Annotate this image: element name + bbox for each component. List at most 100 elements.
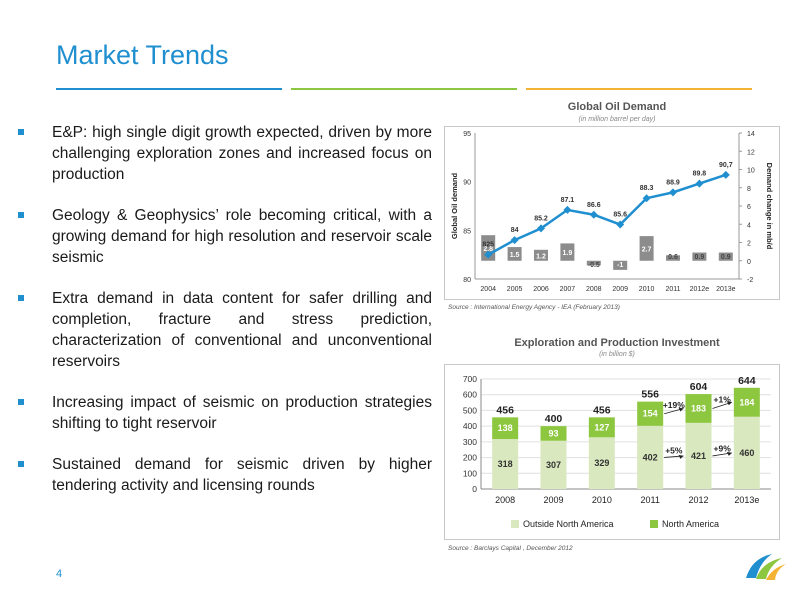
oil-demand-point xyxy=(616,220,625,229)
north-america-bar xyxy=(685,394,712,423)
north-america-bar xyxy=(588,417,615,438)
title-rule-green xyxy=(291,88,517,90)
demand-change-label: 1.9 xyxy=(563,250,573,257)
oil-demand-chart-subtitle: (in million barrel per day) xyxy=(578,116,656,123)
demand-change-bar xyxy=(666,255,680,261)
oil-demand-point xyxy=(537,224,545,233)
bullet-item: E&P: high single digit growth expected, … xyxy=(18,122,432,185)
x-tick-label: 2013e xyxy=(716,286,736,293)
bullet-square-icon xyxy=(18,399,24,405)
demand-change-bar xyxy=(639,236,654,261)
y2-tick-label: 8 xyxy=(747,186,751,193)
y-tick-label: 200 xyxy=(463,453,477,463)
y-tick-label: 300 xyxy=(463,437,477,447)
oil-demand-label: 825 xyxy=(482,242,494,249)
bullet-square-icon xyxy=(18,461,24,467)
total-value: 644 xyxy=(738,375,756,387)
oil-demand-chart-title: Global Oil Demand xyxy=(567,101,667,113)
demand-change-bar xyxy=(586,260,601,266)
y-tick-label: 0 xyxy=(472,484,477,494)
investment-chart-title: Exploration and Production Investment xyxy=(514,337,720,349)
north-america-value: 127 xyxy=(594,422,609,432)
outside-north-america-value: 329 xyxy=(594,458,609,468)
x-tick-label: 2010 xyxy=(639,286,655,293)
x-tick-label: 2007 xyxy=(560,286,576,293)
growth-annotation: +9% xyxy=(714,443,732,453)
north-america-value: 183 xyxy=(691,403,706,413)
demand-change-bar xyxy=(560,243,575,261)
total-value: 604 xyxy=(690,381,708,393)
demand-change-bar xyxy=(692,252,707,261)
x-tick-label: 2012 xyxy=(688,495,708,505)
oil-demand-point xyxy=(642,194,651,203)
outside-north-america-bar xyxy=(733,416,760,489)
growth-annotation: +5% xyxy=(665,446,683,456)
y2-tick-label: 10 xyxy=(747,168,755,175)
oil-demand-label: 85.2 xyxy=(534,215,548,222)
demand-change-label: 0.9 xyxy=(695,254,705,261)
north-america-bar xyxy=(733,387,760,417)
wave-logo-icon xyxy=(746,554,786,580)
y2-axis-label: Demand change in mb/d xyxy=(765,163,774,250)
demand-change-label: 0.9 xyxy=(721,254,731,261)
north-america-value: 154 xyxy=(643,409,658,419)
page-number: 4 xyxy=(56,568,63,580)
demand-change-bar xyxy=(507,247,522,261)
oil-demand-label: 90,7 xyxy=(719,162,733,169)
demand-change-label: -1 xyxy=(617,262,623,269)
y-tick-label: 400 xyxy=(463,421,477,431)
x-tick-label: 2011 xyxy=(665,286,680,293)
y-tick-label: 600 xyxy=(463,390,477,400)
x-tick-label: 2009 xyxy=(612,286,628,293)
outside-north-america-bar xyxy=(637,425,664,489)
oil-demand-label: 84 xyxy=(511,227,519,234)
demand-change-label: 1.2 xyxy=(536,253,546,260)
outside-north-america-bar xyxy=(685,422,712,489)
demand-change-bar xyxy=(613,260,628,270)
x-tick-label: 2012e xyxy=(690,286,710,293)
y-tick-label: 85 xyxy=(463,228,471,235)
outside-north-america-value: 402 xyxy=(643,452,658,462)
legend-label-outside-north-america: Outside North America xyxy=(523,519,614,529)
bullet-text: Extra demand in data content for safer d… xyxy=(52,290,432,370)
x-tick-label: 2013e xyxy=(734,495,759,505)
x-tick-label: 2005 xyxy=(507,286,523,293)
growth-arrow-head xyxy=(726,451,732,456)
oil-demand-chart-panel: 80 85 90 95 -2 0 2 4 6 8 10 12 14 Global Oil demand De… xyxy=(444,126,780,300)
y-tick-label: 80 xyxy=(463,277,471,284)
x-tick-label: 2011 xyxy=(640,495,659,505)
title-rule-orange xyxy=(526,88,752,90)
x-tick-label: 2008 xyxy=(495,495,515,505)
oil-demand-point xyxy=(669,188,677,197)
y2-tick-label: 0 xyxy=(747,259,751,266)
demand-change-label: -0.5 xyxy=(588,262,600,269)
x-tick-label: 2009 xyxy=(543,495,563,505)
y-tick-label: 700 xyxy=(463,374,477,384)
north-america-value: 138 xyxy=(498,423,513,433)
growth-annotation: +1% xyxy=(714,394,732,404)
y2-tick-label: 12 xyxy=(747,149,755,156)
oil-demand-label: 88.3 xyxy=(640,185,654,192)
x-tick-label: 2004 xyxy=(480,286,496,293)
slide-title: Market Trends xyxy=(56,40,229,70)
north-america-value: 184 xyxy=(739,397,754,407)
outside-north-america-value: 318 xyxy=(498,459,513,469)
investment-chart-panel: 0 100 200 300 400 500 600 700 318 138 456 2008 307 93… xyxy=(444,364,780,540)
north-america-value: 93 xyxy=(548,428,558,438)
north-america-bar xyxy=(540,426,567,441)
y2-tick-label: -2 xyxy=(747,277,753,284)
oil-demand-label: 88.9 xyxy=(666,179,680,186)
demand-change-bar xyxy=(534,249,548,261)
x-tick-label: 2006 xyxy=(533,286,549,293)
north-america-bar xyxy=(637,401,664,426)
oil-demand-point xyxy=(695,179,704,188)
y2-tick-label: 2 xyxy=(747,241,751,248)
title-rule-blue xyxy=(56,88,282,90)
investment-source: Source : Barclays Capital , December 201… xyxy=(448,545,573,552)
oil-demand-label: 86.6 xyxy=(587,202,601,209)
oil-demand-label: 85.6 xyxy=(613,211,627,218)
bullet-item: Extra demand in data content for safer d… xyxy=(18,288,432,372)
oil-demand-source: Source : International Energy Agency - I… xyxy=(448,304,620,311)
bullet-item: Increasing impact of seismic on producti… xyxy=(18,392,432,434)
investment-chart: 0 100 200 300 400 500 600 700 318 138 456 2008 307 93… xyxy=(463,374,771,529)
